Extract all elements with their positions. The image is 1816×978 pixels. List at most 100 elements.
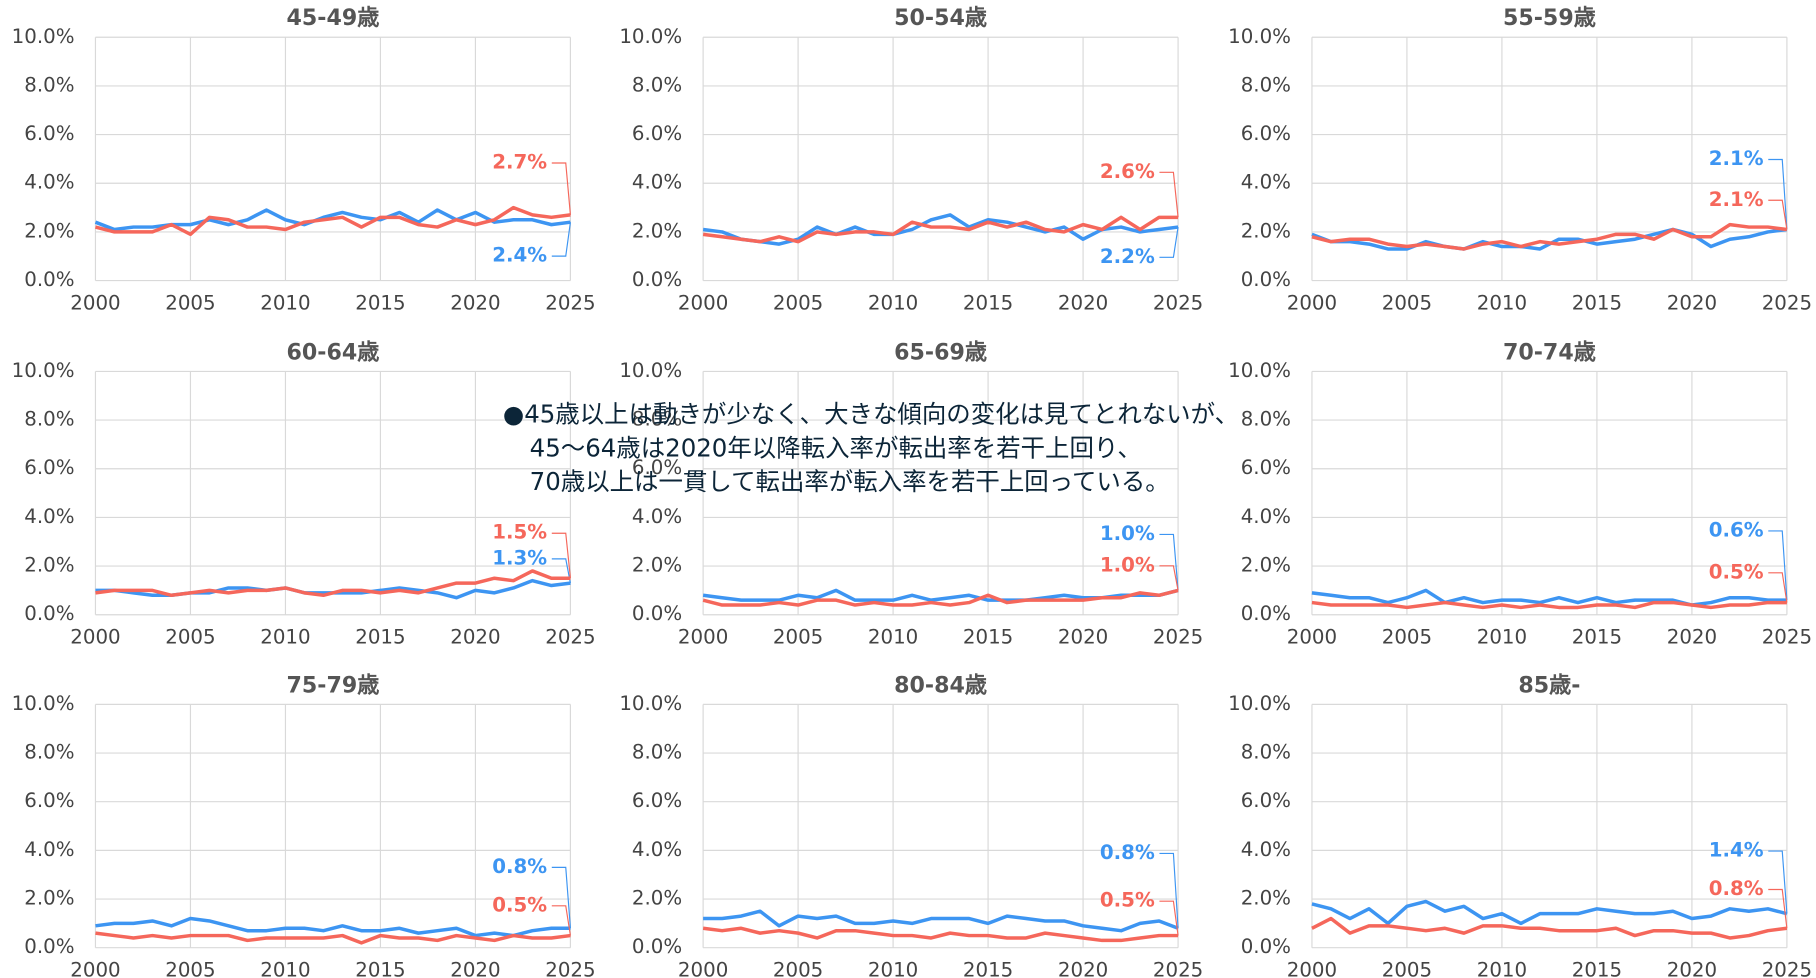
annotation-line: ●45歳以上は動きが少なく、大きな傾向の変化は見てとれないが、 [503,400,1239,429]
y-tick-label: 10.0% [12,25,75,48]
x-tick-label: 2020 [1058,626,1108,649]
series-line [702,926,1179,943]
series-line [1311,588,1787,607]
x-tick-label: 2025 [545,626,595,649]
leader-line [551,558,571,584]
y-tick-label: 2.0% [1241,554,1291,577]
series-line [95,569,571,598]
leader-line [1768,888,1788,929]
x-tick-label: 2000 [70,959,120,978]
x-tick-label: 2015 [963,626,1013,649]
y-tick-label: 2.0% [1241,219,1291,242]
data-label: 2.1% [1709,188,1764,211]
x-tick-label: 2010 [868,959,918,978]
x-tick-label: 2015 [355,291,405,314]
data-label: 2.2% [1100,245,1155,268]
y-tick-label: 0.0% [24,602,74,625]
data-label: 0.5% [1100,889,1155,912]
leader-line [1768,530,1788,601]
series-line [95,205,571,237]
y-tick-label: 8.0% [1241,741,1291,764]
data-label: 0.5% [492,893,547,916]
chart-title: 85歳- [1518,672,1580,698]
x-tick-label: 2020 [450,626,500,649]
x-tick-label: 2010 [260,959,310,978]
y-tick-label: 4.0% [632,505,682,528]
y-tick-label: 0.0% [1241,268,1291,291]
x-tick-label: 2010 [1477,291,1527,314]
y-tick-label: 6.0% [632,456,682,479]
annotation-line: 70歳以上は一貫して転出率が転入率を若干上回っている。 [530,467,1170,496]
x-tick-label: 2005 [773,626,823,649]
y-tick-label: 6.0% [1241,122,1291,145]
x-tick-label: 2025 [1153,959,1203,978]
y-tick-label: 4.0% [1241,171,1291,194]
y-tick-label: 0.0% [632,935,682,958]
data-label: 2.1% [1709,147,1764,170]
x-tick-label: 2000 [1287,291,1337,314]
data-label: 1.0% [1100,522,1155,545]
chart-panel: 70-74歳 0.0% 2.0% 4.0% 6.0% 8.0% 10.0% 2000 2005 2… [1228,339,1812,648]
x-tick-label: 2025 [1153,291,1203,314]
x-tick-label: 2000 [1287,959,1337,978]
chart-panel: 80-84歳 0.0% 2.0% 4.0% 6.0% 8.0% 10.0% 2000 2005 2… [619,672,1203,978]
leader-line [1768,199,1788,230]
x-tick-label: 2010 [260,626,310,649]
y-tick-label: 2.0% [24,887,74,910]
chart-panel: 45-49歳 0.0% 2.0% 4.0% 6.0% 8.0% 10.0% 2000 2005 2… [12,5,596,314]
leader-line [1159,565,1179,591]
chart-panel: 50-54歳 0.0% 2.0% 4.0% 6.0% 8.0% 10.0% 2000 2005 2… [619,5,1203,314]
x-tick-label: 2000 [678,959,728,978]
leader-line [1159,533,1179,591]
x-tick-label: 2015 [1572,291,1622,314]
series-line [1311,899,1788,926]
chart-title: 45-49歳 [287,5,380,31]
x-tick-label: 2020 [1058,959,1108,978]
x-tick-label: 2010 [868,626,918,649]
y-tick-label: 0.0% [632,268,682,291]
leader-line [1159,900,1179,936]
leader-line [1768,572,1788,603]
y-tick-label: 8.0% [24,408,74,431]
x-tick-label: 2015 [355,959,405,978]
y-tick-label: 4.0% [632,171,682,194]
series-line [703,909,1179,933]
y-tick-label: 4.0% [24,505,74,528]
y-tick-label: 6.0% [24,456,74,479]
chart-title: 55-59歳 [1503,5,1596,31]
x-tick-label: 2025 [545,959,595,978]
y-tick-label: 10.0% [1228,25,1291,48]
series-line [95,916,571,938]
y-tick-label: 8.0% [632,408,682,431]
data-label: 1.4% [1709,839,1764,862]
x-tick-label: 2020 [1058,291,1108,314]
x-tick-label: 2005 [1382,959,1432,978]
chart-panel: 75-79歳 0.0% 2.0% 4.0% 6.0% 8.0% 10.0% 2000 2005 2… [12,672,596,978]
y-tick-label: 6.0% [24,789,74,812]
chart-title: 75-79歳 [287,672,380,698]
data-label: 0.8% [492,855,547,878]
y-tick-label: 6.0% [632,122,682,145]
data-label: 1.3% [492,546,547,569]
leader-line [1768,850,1788,914]
x-tick-label: 2000 [678,291,728,314]
charts: 45-49歳 0.0% 2.0% 4.0% 6.0% 8.0% 10.0% 2000 2005 2… [12,5,1812,978]
data-label: 0.8% [1709,877,1764,900]
leader-line [1159,226,1179,258]
chart-title: 65-69歳 [894,339,987,365]
leader-line [551,222,571,257]
y-tick-label: 4.0% [632,838,682,861]
chart-panel: 60-64歳 0.0% 2.0% 4.0% 6.0% 8.0% 10.0% 2000 2005 2… [12,339,596,648]
y-tick-label: 2.0% [24,219,74,242]
data-label: 0.5% [1709,560,1764,583]
y-tick-label: 6.0% [632,789,682,812]
data-label: 2.4% [492,244,547,267]
y-tick-label: 8.0% [1241,408,1291,431]
y-tick-label: 10.0% [619,692,682,715]
data-label: 0.8% [1100,841,1155,864]
y-tick-label: 0.0% [24,268,74,291]
leader-line [1159,852,1179,929]
y-tick-label: 0.0% [1241,602,1291,625]
x-tick-label: 2020 [1667,626,1717,649]
data-label: 1.5% [492,521,547,544]
